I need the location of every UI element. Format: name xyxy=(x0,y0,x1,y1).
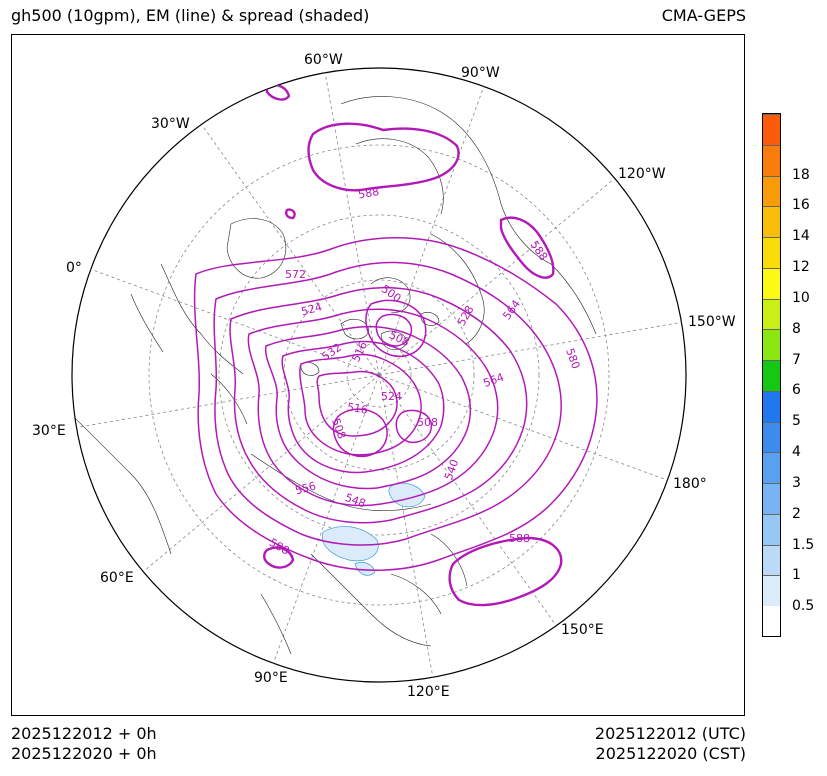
colorbar-tick-label: 12 xyxy=(792,259,810,276)
meridians xyxy=(73,71,684,679)
lon-label-150w: 150°W xyxy=(688,314,736,330)
init-time-cst: 2025122020 + 0h xyxy=(11,744,157,763)
contour-label: 524 xyxy=(381,390,402,403)
colorbar-tick-label: 3 xyxy=(792,474,801,491)
colorbar-segment xyxy=(763,175,780,207)
lon-label-90w: 90°W xyxy=(461,65,500,81)
lon-label-30e: 30°E xyxy=(32,423,66,439)
colorbar-segment xyxy=(763,113,780,145)
lon-label-30w: 30°W xyxy=(151,116,190,132)
colorbar-tick-label: 2 xyxy=(792,505,801,522)
colorbar-segment xyxy=(763,360,780,391)
init-time-utc: 2025122012 + 0h xyxy=(11,724,157,743)
coastlines xyxy=(72,96,597,655)
colorbar-segment xyxy=(763,206,780,238)
colorbar-segment xyxy=(763,544,780,576)
footer-valid-time: 2025122012 (UTC) 2025122020 (CST) xyxy=(595,724,746,764)
colorbar xyxy=(762,113,781,637)
colorbar-tick-label: 4 xyxy=(792,444,801,461)
spread-shading xyxy=(321,482,426,576)
colorbar-segment xyxy=(763,483,780,514)
contour-label: 556 xyxy=(294,479,318,497)
lon-label-60w: 60°W xyxy=(304,52,343,68)
contour-label: 508 xyxy=(417,416,438,429)
lon-label-0: 0° xyxy=(66,260,82,276)
colorbar-segment xyxy=(763,513,780,545)
model-name: CMA-GEPS xyxy=(661,6,746,25)
lon-label-120w: 120°W xyxy=(618,166,666,182)
contour-label: 572 xyxy=(285,268,306,281)
colorbar-tick-label: 8 xyxy=(792,320,801,337)
colorbar-segment xyxy=(763,390,780,422)
colorbar-segment xyxy=(763,237,780,268)
polar-map: 588 588 572 524 532 516 500 508 528 564 … xyxy=(32,52,736,700)
contour-label: 516 xyxy=(346,400,369,416)
colorbar-segment xyxy=(763,144,780,176)
colorbar-labels: 0.5 1 1.5 2 3 4 5 6 7 8 10 12 14 16 18 xyxy=(792,113,826,637)
lon-label-180: 180° xyxy=(673,476,707,492)
colorbar-tick-label: 16 xyxy=(792,197,810,214)
colorbar-tick-label: 5 xyxy=(792,413,801,430)
contour-label: 588 xyxy=(357,185,380,201)
lon-label-90e: 90°E xyxy=(254,670,288,686)
valid-time-utc: 2025122012 (UTC) xyxy=(594,724,746,743)
colorbar-tick-label: 10 xyxy=(792,289,810,306)
lon-label-60e: 60°E xyxy=(100,570,134,586)
colorbar-tick-label: 18 xyxy=(792,166,810,183)
colorbar-tick-label: 14 xyxy=(792,228,810,245)
colorbar-segment xyxy=(763,575,780,607)
footer-init-time: 2025122012 + 0h 2025122020 + 0h xyxy=(11,724,157,764)
colorbar-tick-label: 0.5 xyxy=(792,598,815,615)
lon-label-150e: 150°E xyxy=(561,622,604,638)
chart-title: gh500 (10gpm), EM (line) & spread (shade… xyxy=(11,6,370,25)
colorbar-segment xyxy=(763,421,780,453)
colorbar-segment xyxy=(763,452,780,484)
colorbar-tick-label: 1.5 xyxy=(792,536,815,553)
em-contours xyxy=(193,237,598,571)
colorbar-tick-label: 1 xyxy=(792,567,801,584)
map-frame xyxy=(11,34,745,716)
contour-label: 588 xyxy=(509,532,530,545)
colorbar-segment xyxy=(763,298,780,330)
valid-time-cst: 2025122020 (CST) xyxy=(595,744,746,763)
colorbar-segment xyxy=(763,606,780,636)
longitude-labels: 60°W 90°W 30°W 120°W 0° 150°W 30°E 180° … xyxy=(32,52,736,700)
colorbar-tick-label: 6 xyxy=(792,382,801,399)
colorbar-segment xyxy=(763,267,780,299)
colorbar-segment xyxy=(763,329,780,361)
contour-label: 524 xyxy=(300,300,324,318)
lon-label-120e: 120°E xyxy=(407,684,450,700)
colorbar-tick-label: 7 xyxy=(792,351,801,368)
